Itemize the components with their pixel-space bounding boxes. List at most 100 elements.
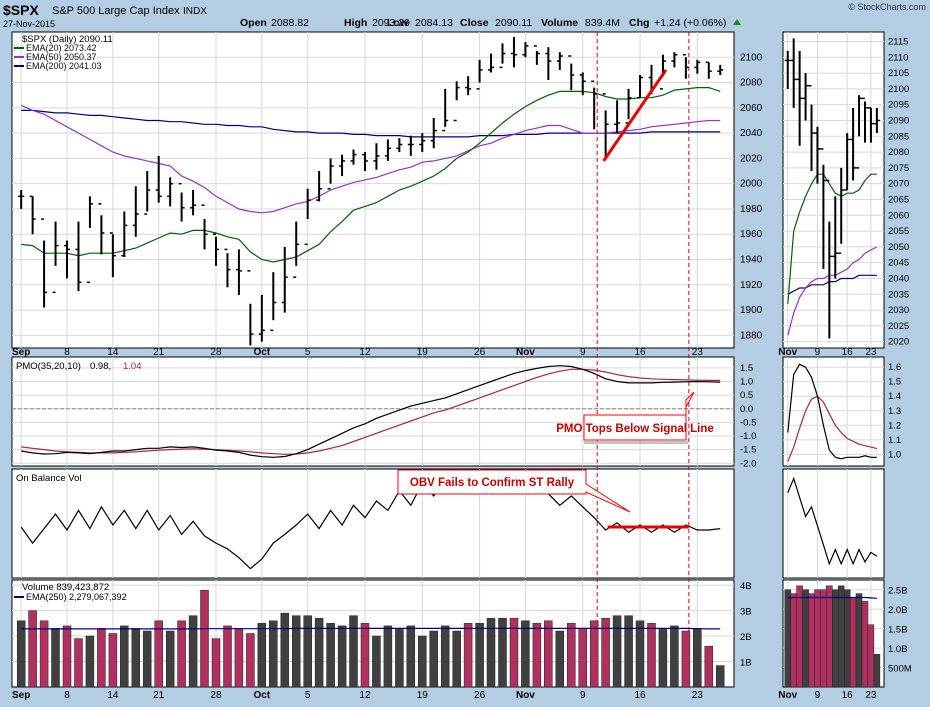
inset-price-y-tick: 2025 xyxy=(888,321,909,332)
inset-volume-x-tick: 23 xyxy=(865,690,877,701)
inset-price-y-tick: 2045 xyxy=(888,258,909,269)
inset-volume-ema-line xyxy=(787,596,877,599)
volume-bar xyxy=(85,635,95,688)
volume-bar xyxy=(486,617,496,688)
volume-x-tick: 5 xyxy=(305,690,311,701)
pmo-y-tick: 0.5 xyxy=(740,390,753,401)
price-bar xyxy=(281,246,288,313)
volume-y-tick: 3B xyxy=(740,607,752,618)
ema50-line xyxy=(20,104,721,214)
price-bar xyxy=(533,45,540,65)
inset-volume-y-tick: 1.5B xyxy=(888,625,908,636)
inset-price-bar xyxy=(850,107,857,181)
price-y-tick: 2060 xyxy=(740,103,763,114)
price-bar xyxy=(212,233,219,266)
inset-price-y-tick: 2070 xyxy=(888,179,909,190)
inset-pmo-y-tick: 1.6 xyxy=(888,362,901,373)
legend-volume-ema: EMA(250) 2,279,067,392 xyxy=(26,592,127,602)
price-bar xyxy=(155,155,162,203)
volume-bar xyxy=(74,638,83,688)
price-bar xyxy=(178,182,185,222)
volume-bar xyxy=(303,615,312,688)
volume-bar xyxy=(257,623,267,688)
price-x-tick: 19 xyxy=(417,347,429,358)
volume-ema-line xyxy=(21,627,721,630)
header-svg: $SPX S&P 500 Large Cap Index INDX 27-Nov… xyxy=(3,2,926,29)
panel-mainObv xyxy=(11,468,735,579)
price-x-tick: 8 xyxy=(64,347,70,358)
inset-volume-y-tick: 2.0B xyxy=(888,605,908,616)
price-bar xyxy=(407,135,414,156)
legend-ema200: EMA(200) 2041.03 xyxy=(26,61,102,71)
price-y-tick: 2040 xyxy=(740,128,763,139)
price-bar xyxy=(522,42,529,58)
pmo-annotation-text: PMO Tops Below Signal Line xyxy=(556,423,714,435)
inset-volume-bar xyxy=(837,585,845,688)
inset-pmo-line xyxy=(787,363,877,460)
volume-bar xyxy=(291,615,301,688)
close-value: 2090.11 xyxy=(495,17,532,29)
price-y-tick: 1980 xyxy=(740,204,763,215)
price-bar xyxy=(247,270,254,346)
volume-bar xyxy=(532,623,542,688)
chg-value: +1.24 (+0.06%) xyxy=(654,17,726,29)
inset-volume-y-tick: 1.0B xyxy=(888,644,908,655)
price-bar xyxy=(396,138,403,153)
axis-text-layer: 1880 1900 1920 1940 1960 1980 2000 2020 2040 2060… xyxy=(12,34,912,701)
volume-bar xyxy=(28,610,37,688)
annotation-layer: PMO Tops Below Signal Line OBV Fails to … xyxy=(397,391,714,513)
pmo-callout-shadow xyxy=(584,441,688,444)
volume-bar xyxy=(715,665,725,688)
volume-x-tick: 14 xyxy=(107,690,119,701)
price-bar xyxy=(304,188,311,246)
price-bar xyxy=(132,186,139,237)
legend-pmo-value: 0.98, xyxy=(90,361,111,372)
price-bar xyxy=(144,171,151,215)
volume-bar xyxy=(612,615,622,688)
price-bar xyxy=(556,52,563,70)
chart-header: $SPX S&P 500 Large Cap Index INDX 27-Nov… xyxy=(0,0,930,30)
pmo-signal-line xyxy=(21,368,721,455)
inset-volume-y-tick: 2.5B xyxy=(888,586,908,597)
inset-price-y-tick: 2030 xyxy=(888,305,909,316)
price-bar xyxy=(293,221,300,278)
volume-bar xyxy=(567,623,576,688)
index-name: S&P 500 Large Cap Index xyxy=(52,5,180,17)
obv-annotation: OBV Fails to Confirm ST Rally xyxy=(397,469,631,513)
volume-x-tick: 26 xyxy=(474,690,486,701)
price-bar xyxy=(510,37,517,68)
volume-bar xyxy=(188,615,198,688)
price-bar xyxy=(614,100,621,134)
pmo-y-tick: 1.0 xyxy=(740,377,753,388)
volume-bar xyxy=(670,625,679,688)
watermark: © StockCharts.com xyxy=(848,2,926,12)
inset-volume-bar xyxy=(843,589,851,688)
inset-volume-bar xyxy=(784,589,792,688)
volume-x-tick: 19 xyxy=(417,690,429,701)
volume-y-tick: 4B xyxy=(740,581,752,592)
inset-price-y-tick: 2060 xyxy=(888,210,909,221)
inset-volume-bar xyxy=(790,593,797,688)
inset-volume-bar xyxy=(849,597,857,688)
pmo-y-tick: 1.5 xyxy=(740,363,753,374)
inset-price-y-tick: 2055 xyxy=(888,226,909,237)
inset-price-bar xyxy=(808,84,815,172)
price-x-tick: 9 xyxy=(580,347,586,358)
inset-price-x-tick: 9 xyxy=(815,347,821,358)
obv-line xyxy=(20,476,721,570)
volume-label: Volume xyxy=(541,17,578,29)
inset-pmo-y-tick: 1.0 xyxy=(888,449,901,460)
pmo-y-tick: -2.0 xyxy=(740,458,756,469)
price-x-tick: 5 xyxy=(305,347,311,358)
volume-bar xyxy=(349,615,358,688)
volume-bar xyxy=(383,625,393,688)
inset-volume-bar xyxy=(826,585,833,688)
price-bar xyxy=(64,240,71,279)
volume-bar xyxy=(200,589,209,688)
price-y-tick: 2020 xyxy=(740,153,763,164)
volume-y-tick: 2B xyxy=(740,632,752,643)
inset-volume-bar xyxy=(814,589,821,688)
price-bar xyxy=(235,249,242,295)
price-y-tick: 1960 xyxy=(740,229,763,240)
